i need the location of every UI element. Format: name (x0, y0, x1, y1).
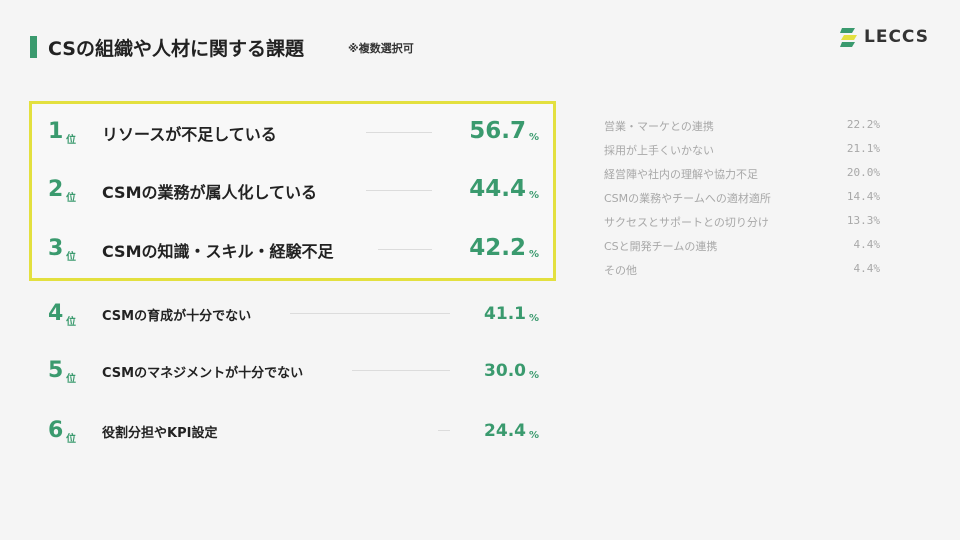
rank-row: 3 位 CSMの知識・スキル・経験不足 42.2 % (0, 228, 560, 268)
rank-divider (438, 430, 450, 431)
rank-percent-sign: % (529, 249, 540, 260)
other-item-label: その他 (604, 264, 637, 277)
rank-unit: 位 (66, 135, 76, 146)
other-item-label: 営業・マーケとの連携 (604, 120, 714, 133)
rank-divider (378, 249, 432, 250)
title-accent-bar (30, 36, 37, 58)
rank-unit: 位 (66, 252, 76, 263)
rank-row: 5 位 CSMのマネジメントが十分でない 30.0 % (0, 351, 560, 391)
other-item-label: CSと開発チームの連携 (604, 240, 718, 253)
rank-percent-sign: % (529, 132, 540, 143)
page-title: CSの組織や人材に関する課題 (48, 38, 304, 60)
rank-divider (366, 132, 432, 133)
title-note: ※複数選択可 (348, 42, 414, 55)
other-item-value: 14.4% (846, 190, 880, 203)
list-item: 採用が上手くいかない 21.1% (604, 140, 880, 164)
list-item: CSMの業務やチームへの適材適所 14.4% (604, 188, 880, 212)
rank-number: 4 (48, 301, 64, 326)
rank-percent-sign: % (529, 190, 540, 201)
leccs-logo-icon (840, 28, 857, 47)
list-item: サクセスとサポートとの切り分け 13.3% (604, 212, 880, 236)
rank-label: CSMのマネジメントが十分でない (102, 366, 304, 381)
rank-unit: 位 (66, 374, 76, 385)
rank-label: リソースが不足している (102, 125, 277, 144)
rank-number: 3 (48, 236, 64, 261)
list-item: その他 4.4% (604, 260, 880, 284)
rank-divider (366, 190, 432, 191)
other-item-value: 4.4% (853, 262, 881, 275)
rank-unit: 位 (66, 434, 76, 445)
list-item: 経営陣や社内の理解や協力不足 20.0% (604, 164, 880, 188)
list-item: CSと開発チームの連携 4.4% (604, 236, 880, 260)
other-item-value: 4.4% (853, 238, 881, 251)
logo: LECCS (840, 26, 929, 48)
rank-label: CSMの育成が十分でない (102, 309, 252, 324)
other-item-label: 採用が上手くいかない (604, 144, 714, 157)
rank-label: CSMの業務が属人化している (102, 183, 318, 202)
other-item-value: 21.1% (846, 142, 880, 155)
rank-number: 2 (48, 177, 64, 202)
list-item: 営業・マーケとの連携 22.2% (604, 116, 880, 140)
rank-label: CSMの知識・スキル・経験不足 (102, 242, 334, 261)
rank-unit: 位 (66, 317, 76, 328)
rank-value: 41.1 (484, 304, 526, 324)
rank-percent-sign: % (529, 370, 540, 381)
rank-value: 24.4 (484, 421, 526, 441)
other-item-label: CSMの業務やチームへの適材適所 (604, 192, 771, 205)
top3-highlight-box (29, 101, 556, 281)
rank-percent-sign: % (529, 313, 540, 324)
rank-divider (290, 313, 450, 314)
rank-row: 1 位 リソースが不足している 56.7 % (0, 111, 560, 151)
rank-row: 4 位 CSMの育成が十分でない 41.1 % (0, 294, 560, 334)
rank-number: 6 (48, 418, 64, 443)
rank-row: 6 位 役割分担やKPI設定 24.4 % (0, 411, 560, 451)
other-item-value: 20.0% (846, 166, 880, 179)
rank-value: 44.4 (469, 176, 526, 202)
rank-value: 56.7 (469, 118, 526, 144)
other-item-label: サクセスとサポートとの切り分け (604, 216, 769, 229)
other-item-value: 13.3% (846, 214, 880, 227)
rank-number: 1 (48, 119, 64, 144)
rank-percent-sign: % (529, 430, 540, 441)
rank-label: 役割分担やKPI設定 (102, 426, 218, 441)
other-item-label: 経営陣や社内の理解や協力不足 (604, 168, 758, 181)
rank-row: 2 位 CSMの業務が属人化している 44.4 % (0, 169, 560, 209)
rank-value: 30.0 (484, 361, 526, 381)
rank-number: 5 (48, 358, 64, 383)
rank-unit: 位 (66, 193, 76, 204)
rank-divider (352, 370, 450, 371)
rank-value: 42.2 (469, 235, 526, 261)
other-items-list: 営業・マーケとの連携 22.2% 採用が上手くいかない 21.1% 経営陣や社内… (604, 116, 880, 284)
other-item-value: 22.2% (846, 118, 880, 131)
logo-text: LECCS (864, 27, 929, 47)
